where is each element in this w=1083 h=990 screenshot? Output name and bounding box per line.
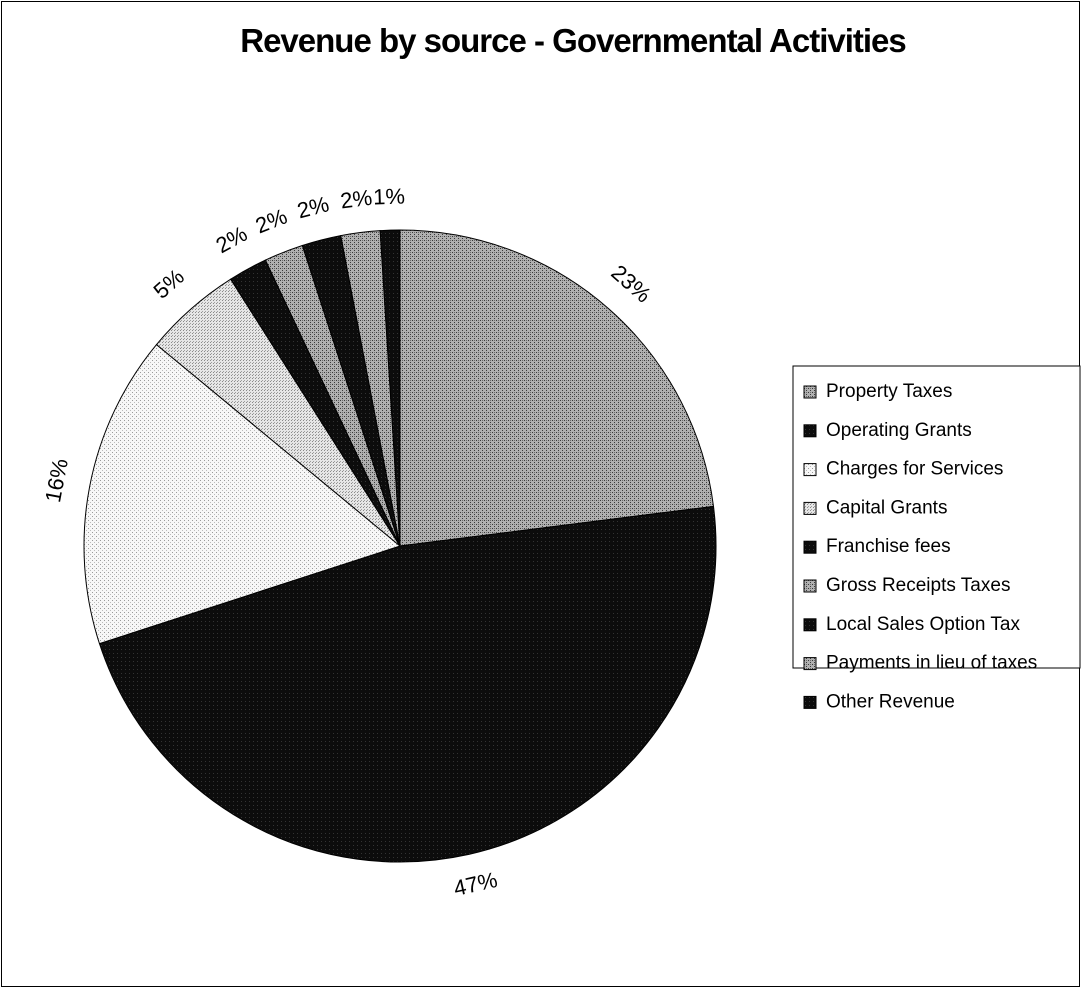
legend-label-franchise-fees: Franchise fees	[826, 536, 951, 557]
pie-label-operating-grants: 47%	[451, 867, 499, 901]
legend-label-property-taxes: Property Taxes	[826, 381, 952, 402]
pie-label-payments-in-lieu-of-taxes: 2%	[339, 185, 374, 214]
legend-label-local-sales-option-tax: Local Sales Option Tax	[826, 614, 1020, 635]
legend-swatch-property-taxes	[803, 385, 817, 399]
legend-swatch-franchise-fees	[803, 540, 817, 554]
pie-label-local-sales-option-tax: 2%	[295, 191, 332, 223]
legend-swatch-other-revenue	[803, 695, 817, 709]
legend: Property Taxes Operating Grants Charges fo…	[792, 365, 1081, 712]
pie-label-franchise-fees: 2%	[212, 221, 252, 258]
pie-slice-property-taxes	[399, 229, 715, 547]
pie-label-property-taxes: 23%	[606, 260, 656, 308]
legend-label-operating-grants: Operating Grants	[826, 420, 972, 441]
legend-label-charges-for-services: Charges for Services	[826, 459, 1003, 480]
legend-swatch-operating-grants	[803, 424, 817, 438]
pie-slices	[83, 229, 717, 863]
pie-slice-charges-for-services	[83, 343, 402, 645]
legend-swatch-gross-receipts-taxes	[803, 579, 817, 593]
pie-slice-operating-grants	[98, 505, 717, 863]
pie-label-charges-for-services: 16%	[40, 456, 73, 504]
legend-label-capital-grants: Capital Grants	[826, 497, 947, 518]
legend-label-gross-receipts-taxes: Gross Receipts Taxes	[826, 575, 1010, 596]
legend-swatch-capital-grants	[803, 501, 817, 515]
legend-box	[792, 365, 1081, 669]
pie-label-other-revenue: 1%	[373, 183, 406, 209]
pie-label-gross-receipts-taxes: 2%	[252, 203, 291, 238]
legend-swatch-local-sales-option-tax	[803, 618, 817, 632]
legend-label-payments-in-lieu-of-taxes: Payments in lieu of taxes	[826, 653, 1037, 674]
chart-title: Revenue by source - Governmental Activit…	[240, 22, 906, 59]
legend-swatch-charges-for-services	[803, 463, 817, 477]
legend-swatch-payments-in-lieu-of-taxes	[803, 657, 817, 671]
pie-slice-other-revenue	[379, 229, 401, 547]
legend-label-other-revenue: Other Revenue	[826, 691, 955, 712]
pie-label-capital-grants: 5%	[149, 264, 189, 304]
